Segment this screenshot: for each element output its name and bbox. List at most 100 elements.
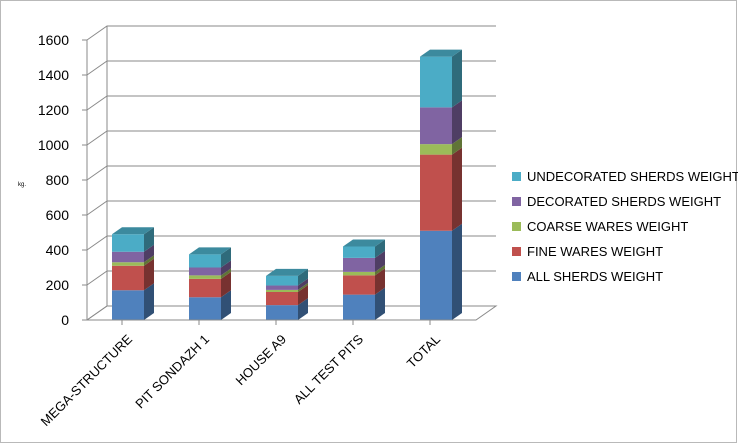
- bar-segment-side: [375, 239, 385, 258]
- bar-segment-side: [375, 264, 385, 276]
- bar-stack: [266, 268, 308, 320]
- x-category-label: TOTAL: [404, 332, 443, 371]
- bar-segment-side: [375, 268, 385, 295]
- bar-segment[interactable]: [189, 267, 221, 276]
- bar-segment-side: [375, 287, 385, 320]
- bar-segment-side: [452, 137, 462, 155]
- bar-stack: [112, 227, 154, 320]
- bar-segment-side: [221, 268, 231, 279]
- bar-segment[interactable]: [266, 305, 298, 320]
- bar-segment[interactable]: [189, 278, 221, 298]
- bar-segment-side: [452, 100, 462, 145]
- bar-segment-side: [221, 247, 231, 268]
- bar-segment[interactable]: [420, 154, 452, 231]
- bar-segment-side: [452, 49, 462, 108]
- legend-label: FINE WARES WEIGHT: [527, 244, 663, 259]
- bar-segment-side: [144, 244, 154, 263]
- legend-label: DECORATED SHERDS WEIGHT: [527, 194, 721, 209]
- bar-stack: [189, 247, 231, 320]
- legend-item: UNDECORATED SHERDS WEIGHT: [512, 169, 738, 184]
- gridline: [86, 95, 496, 111]
- y-tick-label: 800: [46, 172, 70, 188]
- bar-top: [420, 49, 462, 57]
- bar-segment[interactable]: [343, 275, 375, 295]
- legend-item: ALL SHERDS WEIGHT: [512, 269, 663, 284]
- bar-segment[interactable]: [112, 290, 144, 320]
- legend-swatch: [512, 172, 521, 181]
- gridline: [86, 130, 496, 146]
- y-tick-label: 1600: [38, 32, 69, 48]
- x-category-label: ALL TEST PITS: [291, 331, 367, 407]
- bar-segment[interactable]: [266, 275, 298, 286]
- bar-segment[interactable]: [189, 275, 221, 279]
- gridline: [86, 200, 496, 216]
- y-tick-label: 1200: [38, 102, 69, 118]
- bar-segment[interactable]: [112, 251, 144, 263]
- x-category-label: MEGA-STRUCTURE: [38, 331, 136, 429]
- y-tick-label: 400: [46, 242, 70, 258]
- bar-segment[interactable]: [189, 254, 221, 268]
- bar-top: [266, 268, 308, 276]
- bar-top: [112, 227, 154, 235]
- bar-segment-side: [298, 268, 308, 286]
- y-axis: 0 200 400 600 800 1000 1200 1400 1600 kg.: [18, 32, 88, 328]
- legend-item: DECORATED SHERDS WEIGHT: [512, 194, 721, 209]
- gridline: [86, 165, 496, 181]
- bar-segment[interactable]: [266, 285, 298, 290]
- bar-segment[interactable]: [420, 230, 452, 320]
- legend-label: COARSE WARES WEIGHT: [527, 219, 688, 234]
- bar-segment-side: [221, 260, 231, 276]
- bar-segment-side: [298, 285, 308, 306]
- y-tick-label: 200: [46, 277, 70, 293]
- gridline: [86, 235, 496, 251]
- legend-item: FINE WARES WEIGHT: [512, 244, 663, 259]
- bar-segment[interactable]: [112, 234, 144, 252]
- y-tick-label: 0: [61, 312, 69, 328]
- legend-label: ALL SHERDS WEIGHT: [527, 269, 663, 284]
- legend-swatch: [512, 272, 521, 281]
- legend-swatch: [512, 247, 521, 256]
- bar-stack: [420, 49, 462, 320]
- bar-segment-side: [452, 223, 462, 320]
- bar-segment[interactable]: [420, 107, 452, 145]
- legend-item: COARSE WARES WEIGHT: [512, 219, 688, 234]
- bar-segment-side: [144, 258, 154, 291]
- bar-segment[interactable]: [420, 56, 452, 108]
- bar-segment[interactable]: [343, 294, 375, 320]
- gridline: [86, 25, 496, 41]
- bar-segment-side: [298, 282, 308, 292]
- legend-label: UNDECORATED SHERDS WEIGHT: [527, 169, 738, 184]
- bar-segment-side: [221, 290, 231, 320]
- bar-segment[interactable]: [266, 292, 298, 306]
- bar-segment-side: [144, 227, 154, 252]
- bar-segment-side: [144, 283, 154, 320]
- legend: UNDECORATED SHERDS WEIGHT DECORATED SHERD…: [512, 169, 738, 284]
- bar-segment[interactable]: [420, 144, 452, 155]
- bar-top: [189, 247, 231, 255]
- legend-swatch: [512, 222, 521, 231]
- bar-segment-side: [452, 147, 462, 231]
- bar-segment-side: [221, 271, 231, 298]
- y-tick-label: 600: [46, 207, 70, 223]
- bar-segment-side: [298, 298, 308, 320]
- gridlines: [86, 25, 496, 286]
- bar-segment[interactable]: [343, 271, 375, 276]
- y-tick-label: 1000: [38, 137, 69, 153]
- bar-segment[interactable]: [343, 246, 375, 258]
- bar-segment[interactable]: [266, 289, 298, 292]
- x-category-label: PIT SONDAZH 1: [132, 332, 212, 412]
- bar-segment[interactable]: [112, 262, 144, 266]
- y-tick-label: 1400: [38, 67, 69, 83]
- x-category-label: HOUSE A9: [233, 332, 290, 389]
- gridline: [86, 60, 496, 76]
- legend-swatch: [512, 197, 521, 206]
- bar-segment-side: [298, 278, 308, 290]
- bar-segment[interactable]: [189, 297, 221, 320]
- bar-stack: [343, 239, 385, 320]
- y-axis-unit-label: kg.: [18, 182, 26, 188]
- bar-segment[interactable]: [343, 257, 375, 272]
- bar-segment[interactable]: [112, 265, 144, 291]
- bars: [112, 49, 462, 320]
